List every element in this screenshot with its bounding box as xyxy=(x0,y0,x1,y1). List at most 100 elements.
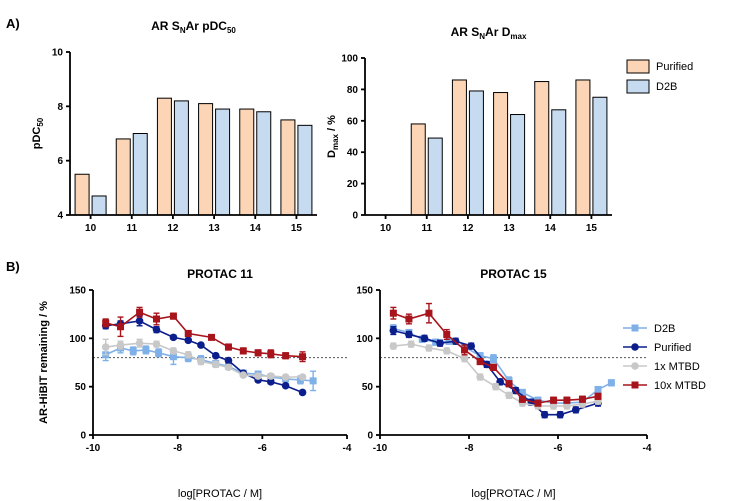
x-tick-label: -4 xyxy=(643,443,652,454)
y-tick-label: 0 xyxy=(80,431,86,442)
data-point-protac11-1 xyxy=(211,351,220,360)
data-point-protac11-2 xyxy=(267,372,275,380)
data-point-protac15-3 xyxy=(389,309,397,317)
y-axis-label-pdc50: pDC50 xyxy=(31,117,45,149)
data-point-protac15-2 xyxy=(505,391,513,400)
legend-marker xyxy=(631,324,639,332)
data-point-protac11-2 xyxy=(224,363,233,372)
data-point-protac11-2 xyxy=(135,339,144,347)
panel-label-b: B) xyxy=(6,259,20,274)
series-line-protac11-0 xyxy=(105,347,314,382)
data-point-protac15-2 xyxy=(460,354,469,363)
data-point-protac11-3 xyxy=(267,350,275,358)
data-point-protac15-3 xyxy=(594,392,602,400)
y-tick-label: 150 xyxy=(356,286,373,297)
y-tick-label: 10 xyxy=(52,48,64,59)
y-tick-label: 8 xyxy=(57,102,63,113)
data-point-protac15-2 xyxy=(491,382,500,391)
y-tick-label: 40 xyxy=(347,148,359,159)
data-point-protac11-3 xyxy=(239,347,247,355)
chart-title-protac15: PROTAC 15 xyxy=(480,267,547,281)
legend-label: D2B xyxy=(654,323,675,335)
data-point-protac11-2 xyxy=(116,341,125,349)
legend-swatch-purified xyxy=(626,59,650,74)
data-point-protac11-1 xyxy=(152,325,161,334)
data-point-protac15-1 xyxy=(540,410,549,419)
x-tick-label: 13 xyxy=(209,223,221,234)
panel-label-a: A) xyxy=(6,16,20,31)
x-tick-label: -8 xyxy=(173,443,182,454)
data-point-protac11-3 xyxy=(153,315,160,323)
data-point-protac11-2 xyxy=(254,372,262,380)
chart-title-pdc50: AR SNAr pDC50 xyxy=(151,19,236,35)
legend-label: 1x MTBD xyxy=(654,361,700,373)
data-point-protac15-1 xyxy=(405,330,413,339)
data-point-protac15-2 xyxy=(476,373,484,381)
bar-dmax-d2b-12 xyxy=(468,90,484,216)
bar-dmax-purified-11 xyxy=(410,123,426,216)
y-tick-label: 100 xyxy=(69,334,86,345)
data-point-protac11-0 xyxy=(309,377,317,385)
ylabel-part: D xyxy=(326,150,338,158)
y-tick-label: 80 xyxy=(347,85,359,96)
data-point-protac15-3 xyxy=(476,358,484,366)
y-tick-label: 0 xyxy=(352,211,358,222)
data-point-protac11-2 xyxy=(152,340,161,348)
x-tick-label: 14 xyxy=(545,223,557,234)
bar-pdc50-purified-14 xyxy=(239,108,255,216)
y-axis-label-protac11: AR-HiBIT remaining / % xyxy=(38,301,50,424)
data-point-protac11-3 xyxy=(184,330,192,337)
y-tick-label: 50 xyxy=(75,382,87,393)
data-point-protac11-2 xyxy=(298,373,307,381)
data-point-protac15-2 xyxy=(407,340,415,348)
data-point-protac15-3 xyxy=(505,380,513,388)
data-point-protac15-1 xyxy=(556,410,565,419)
title-part: Ar D xyxy=(485,25,511,39)
data-point-protac11-3 xyxy=(117,323,125,331)
x-tick-label: 15 xyxy=(291,223,303,234)
x-axis-label-protac11: log[PROTAC / M] xyxy=(178,488,262,500)
x-tick-label: -8 xyxy=(465,443,474,454)
chart-title-protac11: PROTAC 11 xyxy=(187,267,253,281)
ylabel-part: pDC xyxy=(31,127,43,150)
bar-pdc50-purified-11 xyxy=(115,138,131,216)
ylabel-part: / % xyxy=(326,115,338,134)
data-point-protac11-2 xyxy=(169,347,178,355)
data-point-protac11-2 xyxy=(101,343,110,351)
data-point-protac15-2 xyxy=(549,402,558,410)
x-tick-label: 10 xyxy=(380,223,392,234)
data-point-protac15-0 xyxy=(607,379,615,387)
bar-pdc50-purified-12 xyxy=(156,97,172,216)
bar-pdc50-d2b-12 xyxy=(173,100,189,216)
data-point-protac15-1 xyxy=(436,339,444,347)
data-point-protac15-2 xyxy=(425,344,433,352)
title-part: AR S xyxy=(451,25,480,39)
data-point-protac15-1 xyxy=(420,334,429,343)
bar-pdc50-purified-15 xyxy=(280,119,296,216)
data-point-protac15-3 xyxy=(578,395,586,403)
bar-pdc50-d2b-15 xyxy=(297,124,313,216)
data-point-protac11-2 xyxy=(197,357,205,366)
data-point-protac11-3 xyxy=(282,352,290,360)
bar-pdc50-d2b-10 xyxy=(91,195,107,216)
data-point-protac15-1 xyxy=(572,406,580,414)
y-tick-label: 0 xyxy=(367,431,373,442)
x-tick-label: 11 xyxy=(126,223,137,234)
x-tick-label: -6 xyxy=(554,443,563,454)
data-point-protac11-0 xyxy=(169,353,177,361)
y-tick-label: 50 xyxy=(362,382,374,393)
y-tick-label: 60 xyxy=(347,116,359,127)
bar-dmax-purified-14 xyxy=(534,81,550,216)
data-point-protac15-0 xyxy=(594,386,602,394)
data-point-protac11-1 xyxy=(267,378,275,386)
data-point-protac15-3 xyxy=(425,309,433,317)
bar-dmax-d2b-15 xyxy=(592,96,608,216)
bar-dmax-purified-13 xyxy=(493,92,509,216)
title-subscript: N xyxy=(479,32,485,41)
y-tick-label: 150 xyxy=(69,286,86,297)
data-point-protac11-3 xyxy=(208,333,216,341)
bar-dmax-d2b-13 xyxy=(510,114,526,216)
legend-label-d2b: D2B xyxy=(656,81,677,93)
data-point-protac15-2 xyxy=(563,402,571,410)
